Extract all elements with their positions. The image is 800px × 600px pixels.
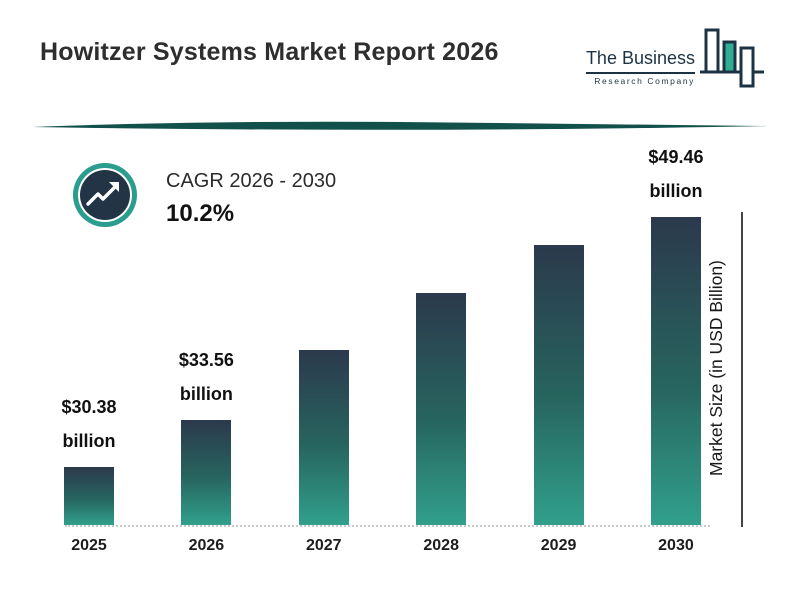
bar — [181, 420, 232, 525]
cagr-block: CAGR 2026 - 2030 10.2% — [166, 170, 336, 228]
bars-row: $30.38 billion 2025 $33.56 billion 2026 2027 20… — [60, 141, 705, 555]
bar — [650, 217, 701, 525]
bar-column: 2027 — [295, 350, 353, 555]
logo-name: The Business — [585, 48, 695, 74]
logo-bars-icon — [700, 28, 764, 88]
bar — [64, 467, 114, 525]
y-axis-label: Market Size (in USD Billion) — [706, 260, 726, 477]
logo: The Business Research Company — [585, 28, 764, 90]
bar-year-label: 2025 — [71, 537, 107, 554]
page-title: Howitzer Systems Market Report 2026 — [40, 38, 499, 66]
bar-column: $33.56 billion 2026 — [177, 344, 235, 555]
bar-year-label: 2028 — [423, 537, 459, 554]
bar — [416, 293, 467, 525]
cagr-value: 10.2% — [166, 200, 235, 227]
logo-text: The Business Research Company — [585, 48, 695, 86]
right-axis-line — [741, 212, 743, 527]
bar-column: 2029 — [530, 245, 588, 555]
bar-year-label: 2029 — [540, 537, 577, 554]
logo-subtitle: Research Company — [594, 76, 695, 86]
chart-baseline — [65, 525, 710, 527]
cagr-label: CAGR 2026 - 2030 — [166, 170, 337, 192]
bar-year-label: 2026 — [188, 537, 225, 554]
bar-value-label: $33.56 billion — [178, 350, 234, 404]
bar — [533, 245, 584, 525]
bar-column: 2028 — [412, 293, 470, 555]
bar-column: $49.46 billion 2030 — [647, 141, 705, 555]
bar-column: $30.38 billion 2025 — [60, 391, 118, 555]
bar-year-label: 2030 — [658, 537, 694, 554]
bar — [298, 350, 349, 525]
divider-line — [32, 121, 768, 130]
trending-up-icon — [73, 163, 137, 227]
bar-value-label: $30.38 billion — [61, 397, 117, 451]
bar-value-label: $49.46 billion — [648, 147, 704, 201]
bar-year-label: 2027 — [305, 537, 342, 554]
